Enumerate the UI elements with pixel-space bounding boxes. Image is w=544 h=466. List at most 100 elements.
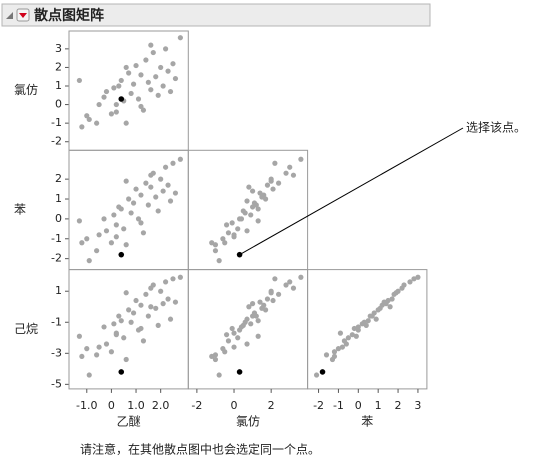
- point: [126, 196, 132, 202]
- x-tick-label: 1.0: [127, 399, 145, 412]
- column-label: 乙醚: [117, 414, 141, 428]
- selected-point: [236, 369, 243, 375]
- point: [128, 90, 134, 97]
- annotation-line: [239, 127, 464, 256]
- selected-point: [118, 96, 125, 102]
- point: [290, 172, 297, 178]
- menu-icon: [19, 13, 27, 18]
- point: [84, 113, 90, 119]
- point: [118, 206, 124, 212]
- point: [345, 335, 351, 341]
- selected-point: [319, 369, 326, 375]
- point: [108, 349, 115, 355]
- point: [76, 333, 82, 339]
- point: [148, 285, 154, 291]
- point: [103, 88, 110, 95]
- point: [172, 75, 179, 82]
- point: [123, 242, 129, 248]
- point: [133, 297, 139, 304]
- point: [244, 341, 250, 347]
- point: [387, 304, 393, 310]
- point: [148, 42, 154, 48]
- point: [140, 230, 147, 236]
- point: [231, 330, 237, 336]
- point: [255, 333, 261, 339]
- x-tick-label: 0: [231, 399, 238, 412]
- point: [103, 341, 110, 347]
- panel-frame: [307, 269, 428, 390]
- point: [133, 186, 139, 192]
- point: [113, 330, 119, 336]
- point: [246, 304, 252, 310]
- point: [283, 282, 289, 288]
- point: [225, 338, 232, 344]
- panel-frame: [68, 269, 189, 390]
- point: [389, 296, 395, 302]
- point: [415, 274, 421, 280]
- point: [177, 35, 183, 41]
- point: [148, 87, 154, 93]
- point: [399, 285, 405, 291]
- point: [123, 356, 129, 363]
- point: [148, 184, 154, 190]
- point: [135, 96, 142, 102]
- point: [155, 208, 161, 214]
- point: [212, 242, 219, 248]
- point: [126, 307, 132, 313]
- point: [145, 79, 151, 85]
- point: [351, 325, 357, 332]
- point: [130, 81, 137, 87]
- point: [255, 206, 261, 212]
- point: [220, 236, 226, 242]
- point: [167, 198, 174, 204]
- point: [365, 318, 371, 324]
- point: [153, 74, 159, 80]
- disclosure-icon[interactable]: [6, 12, 13, 19]
- point: [123, 120, 129, 126]
- point: [140, 338, 147, 344]
- point: [101, 216, 107, 222]
- point: [253, 313, 259, 319]
- point: [257, 190, 263, 196]
- point: [373, 316, 379, 322]
- point: [121, 226, 127, 232]
- point: [116, 83, 122, 89]
- point: [155, 322, 161, 328]
- x-tick-label: 2: [395, 399, 402, 412]
- point: [216, 258, 222, 264]
- point: [140, 107, 147, 113]
- y-tick-label: 0: [55, 212, 62, 225]
- point: [118, 318, 124, 324]
- point: [235, 335, 241, 341]
- point: [290, 285, 297, 291]
- point: [244, 316, 250, 322]
- y-tick-label: -2: [51, 135, 62, 148]
- point: [216, 372, 222, 378]
- point: [145, 313, 151, 319]
- panel-frame: [68, 149, 189, 271]
- point: [84, 346, 90, 352]
- y-tick-label: -1: [51, 116, 62, 129]
- point: [270, 186, 276, 192]
- point: [126, 70, 132, 76]
- point: [223, 222, 230, 228]
- point: [349, 332, 355, 338]
- point: [162, 279, 169, 285]
- point: [118, 77, 124, 84]
- point: [143, 57, 149, 63]
- point: [377, 305, 383, 311]
- y-tick-label: 3: [55, 42, 62, 55]
- point: [153, 305, 159, 311]
- point: [212, 352, 219, 358]
- point: [236, 327, 243, 333]
- point: [165, 182, 171, 188]
- title-bar: [1, 3, 431, 27]
- point: [231, 344, 237, 350]
- point: [96, 232, 102, 238]
- point: [150, 49, 156, 56]
- point: [235, 226, 241, 232]
- point: [313, 372, 320, 378]
- point: [128, 210, 134, 216]
- point: [94, 248, 100, 254]
- point: [240, 208, 246, 214]
